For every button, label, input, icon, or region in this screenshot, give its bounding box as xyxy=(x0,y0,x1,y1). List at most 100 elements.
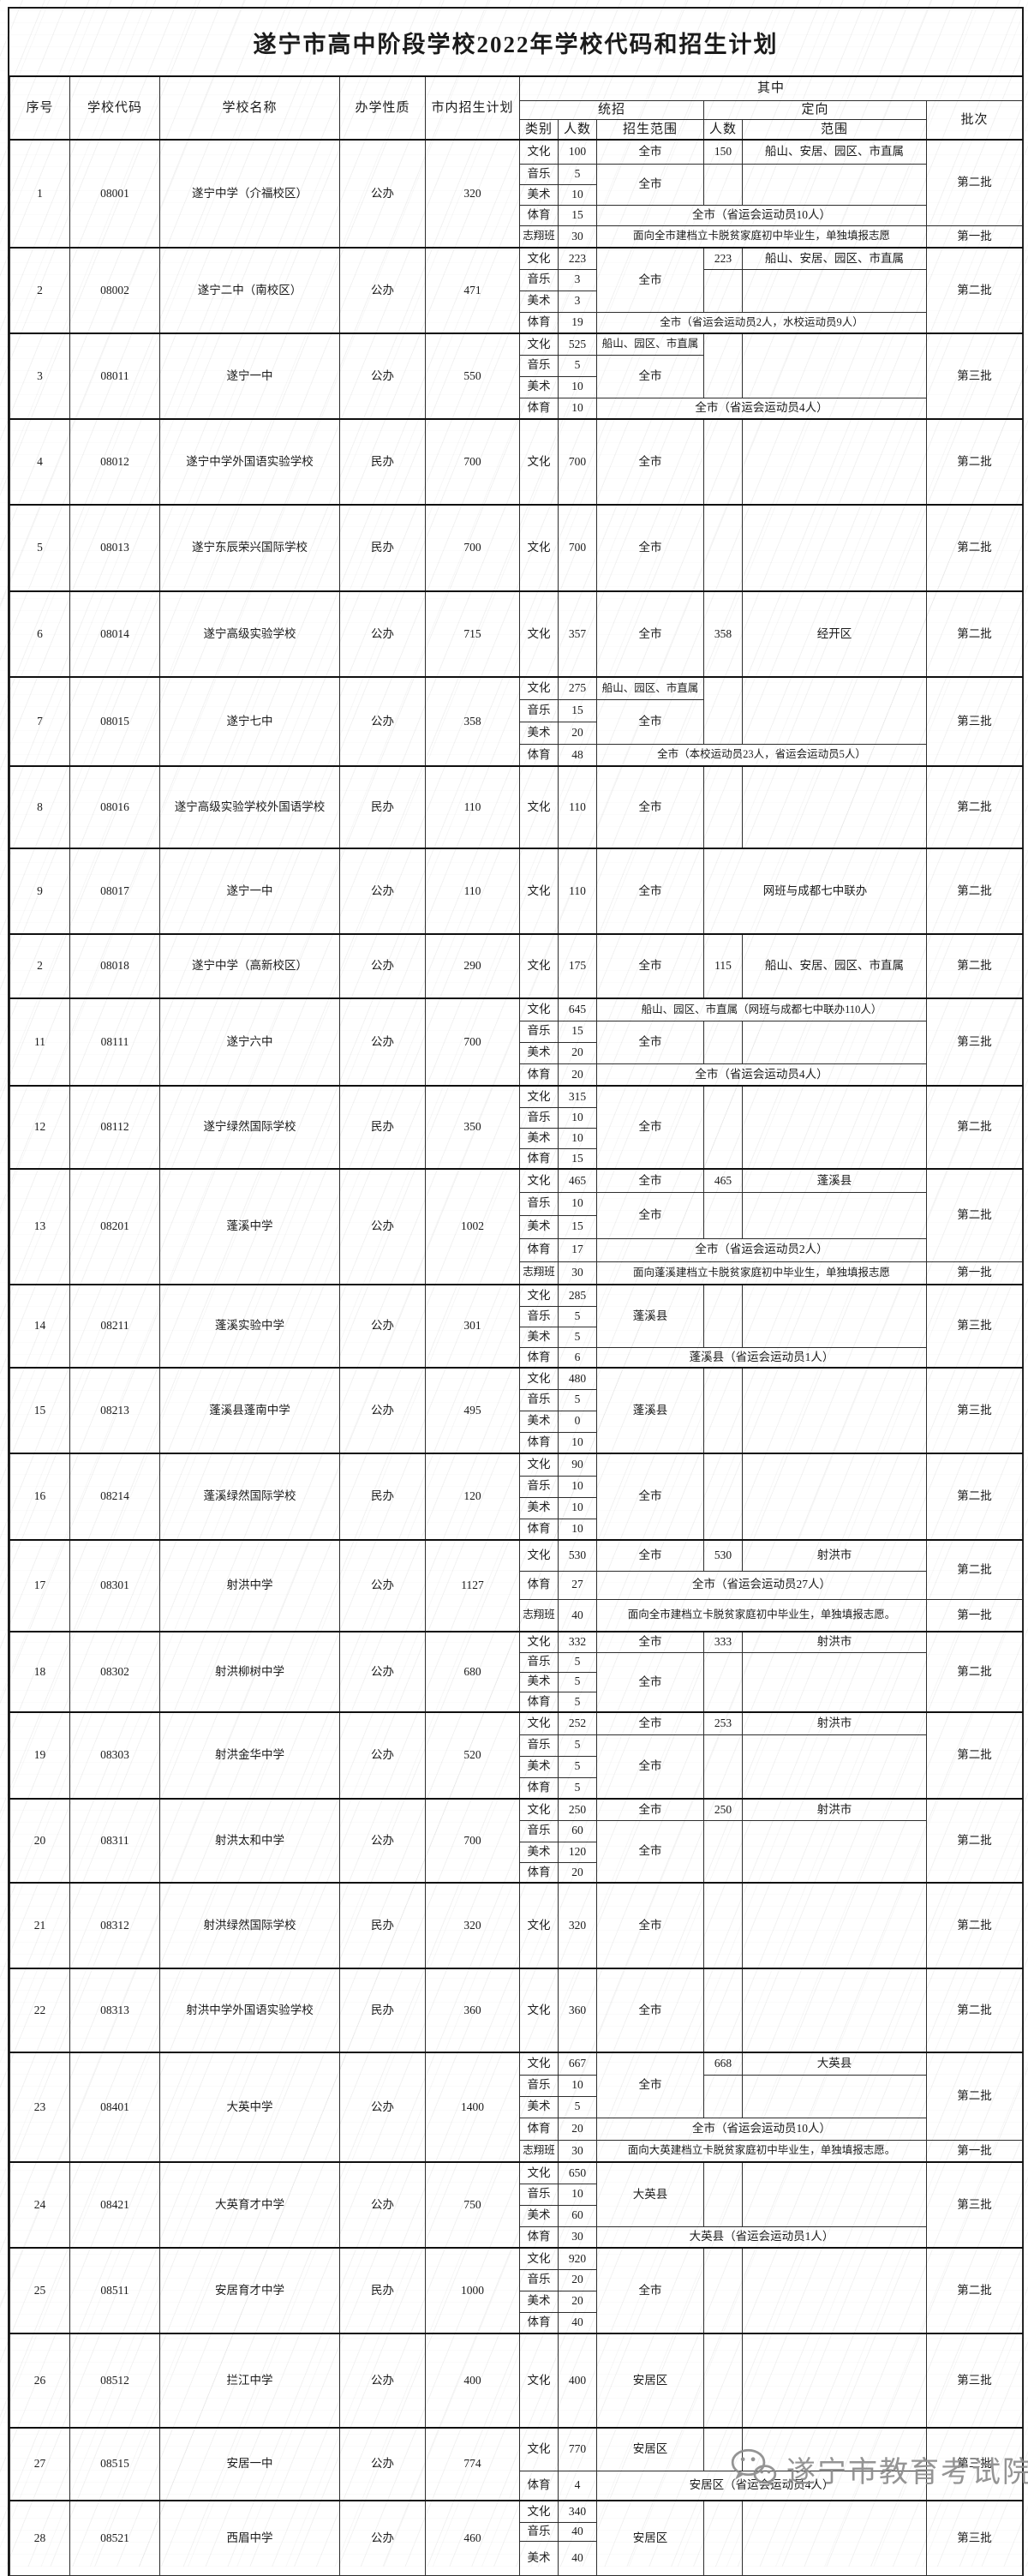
cell: 美术 xyxy=(519,1841,559,1863)
cell: 全市 xyxy=(596,1539,704,1572)
cell: 志翔班 xyxy=(519,225,559,249)
row-index: 2 xyxy=(9,247,70,334)
cell: 全市 xyxy=(596,1968,704,2053)
school-type: 公办 xyxy=(339,2161,426,2249)
cell: 全市（省运会运动员4人） xyxy=(596,1063,927,1087)
cell: 美术 xyxy=(519,2540,559,2576)
cell xyxy=(703,2247,743,2334)
school-name: 遂宁高级实验学校 xyxy=(159,590,340,678)
school-type: 民办 xyxy=(339,504,426,592)
school-type: 公办 xyxy=(339,2333,426,2429)
school-type: 民办 xyxy=(339,1968,426,2053)
cell: 美术 xyxy=(519,1755,559,1778)
cell: 射洪市 xyxy=(742,1631,927,1653)
cell: 10 xyxy=(558,1475,597,1498)
cell: 全市 xyxy=(596,247,704,313)
cell xyxy=(703,1968,743,2053)
batch: 第二批 xyxy=(925,504,1024,592)
cell: 美术 xyxy=(519,1326,559,1348)
cell: 文化 xyxy=(519,590,559,678)
cell: 全市（省运会运动员2人，水校运动员9人） xyxy=(596,311,927,334)
row-index: 14 xyxy=(9,1284,70,1369)
cell: 115 xyxy=(703,933,743,999)
cell: 20 xyxy=(558,1063,597,1087)
cell: 美术 xyxy=(519,721,559,745)
school-code: 08213 xyxy=(69,1367,160,1454)
cell: 5 xyxy=(558,1388,597,1411)
cell: 3 xyxy=(558,290,597,313)
school-code: 08421 xyxy=(69,2161,160,2249)
watermark-text: 遂宁市教育考试院 xyxy=(786,2456,1028,2489)
school-code: 08301 xyxy=(69,1539,160,1632)
school-code: 08515 xyxy=(69,2427,160,2501)
col-header: 学校代码 xyxy=(69,75,160,141)
school-type: 民办 xyxy=(339,1453,426,1541)
cell: 文化 xyxy=(519,1882,559,1969)
cell: 5 xyxy=(558,1734,597,1757)
school-name: 射洪柳树中学 xyxy=(159,1631,340,1713)
cell xyxy=(742,268,927,313)
row-index: 6 xyxy=(9,590,70,678)
cell: 音乐 xyxy=(519,2521,559,2542)
school-type: 民办 xyxy=(339,2247,426,2334)
cell xyxy=(742,2500,927,2576)
cell: 全市（省运会运动员10人） xyxy=(596,204,927,226)
cell: 17 xyxy=(558,1237,597,1262)
cell: 全市（省运会运动员2人） xyxy=(596,1237,927,1262)
cell xyxy=(742,1020,927,1064)
plan-total: 471 xyxy=(425,247,520,334)
cell xyxy=(742,765,927,849)
cell: 10 xyxy=(558,183,597,206)
school-type: 公办 xyxy=(339,933,426,999)
cell: 文化 xyxy=(519,1453,559,1477)
batch: 第二批 xyxy=(925,247,1024,334)
cell: 5 xyxy=(558,1305,597,1327)
cell xyxy=(742,1734,927,1800)
cell: 文化 xyxy=(519,1085,559,1108)
cell: 体育 xyxy=(519,204,559,226)
row-index: 4 xyxy=(9,418,70,506)
cell xyxy=(742,2161,927,2227)
school-code: 08211 xyxy=(69,1284,160,1369)
cell: 文化 xyxy=(519,1798,559,1821)
school-code: 08311 xyxy=(69,1798,160,1884)
cell: 530 xyxy=(558,1539,597,1572)
cell: 体育 xyxy=(519,1237,559,1262)
cell: 5 xyxy=(558,1691,597,1713)
cell: 文化 xyxy=(519,1284,559,1307)
cell: 文化 xyxy=(519,1968,559,2053)
school-type: 民办 xyxy=(339,765,426,849)
cell: 40 xyxy=(558,1598,597,1632)
batch: 第二批 xyxy=(925,590,1024,678)
school-name: 遂宁中学（高新校区） xyxy=(159,933,340,999)
col-header: 人数 xyxy=(703,118,743,141)
cell: 4 xyxy=(558,2470,597,2501)
cell: 27 xyxy=(558,1570,597,1600)
cell: 5 xyxy=(558,163,597,185)
cell: 体育 xyxy=(519,1570,559,1600)
school-name: 蓬溪实验中学 xyxy=(159,1284,340,1369)
cell: 志翔班 xyxy=(519,1261,559,1285)
cell xyxy=(742,1191,927,1239)
cell: 全市 xyxy=(596,698,704,745)
cell: 333 xyxy=(703,1631,743,1653)
row-index: 1 xyxy=(9,139,70,249)
plan-total: 520 xyxy=(425,1711,520,1800)
cell: 美术 xyxy=(519,1127,559,1149)
cell: 920 xyxy=(558,2247,597,2270)
cell: 30 xyxy=(558,1261,597,1285)
school-type: 公办 xyxy=(339,1539,426,1632)
cell: 志翔班 xyxy=(519,1598,559,1632)
cell: 全市 xyxy=(596,1882,704,1969)
school-code: 08013 xyxy=(69,504,160,592)
school-name: 遂宁六中 xyxy=(159,997,340,1087)
cell: 15 xyxy=(558,698,597,722)
school-type: 公办 xyxy=(339,1711,426,1800)
cell: 6 xyxy=(558,1346,597,1369)
school-code: 08011 xyxy=(69,332,160,420)
cell: 10 xyxy=(558,375,597,398)
watermark: 遂宁市教育考试院 xyxy=(730,2447,1028,2491)
batch: 第一批 xyxy=(925,1261,1024,1285)
batch: 第三批 xyxy=(925,2333,1024,2429)
cell: 射洪市 xyxy=(742,1798,927,1821)
